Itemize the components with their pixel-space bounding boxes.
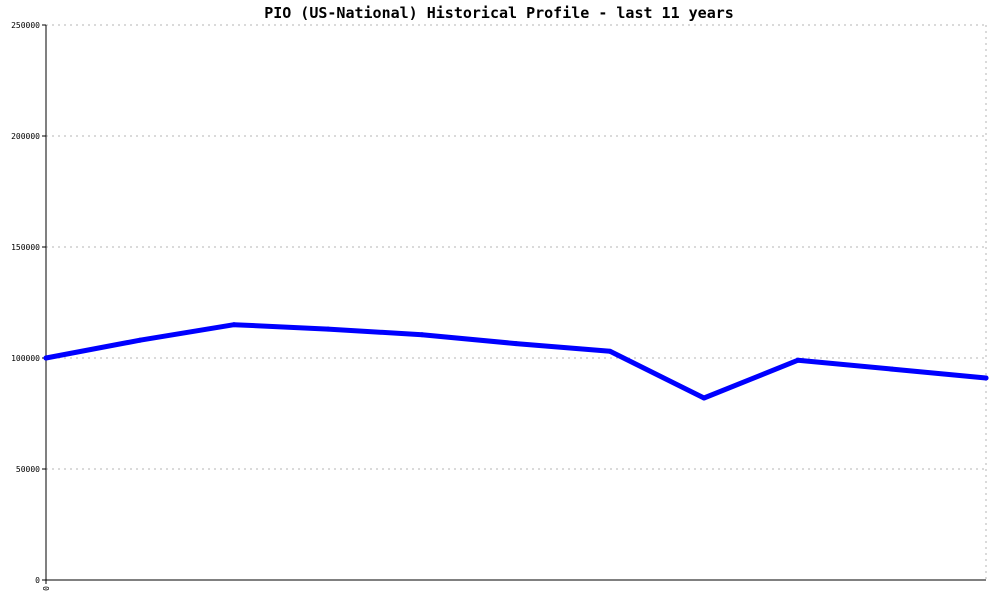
y-tick-label-5: 250000 <box>11 21 40 30</box>
data-point <box>795 357 801 363</box>
y-tick-label-0: 0 <box>35 576 40 585</box>
series-lines <box>43 322 989 401</box>
y-tick-label-1: 50000 <box>16 465 40 474</box>
data-point <box>231 322 237 328</box>
y-tick-labels: 0 50000 100000 150000 200000 250000 <box>11 21 40 585</box>
data-point <box>701 395 707 401</box>
x-tick-labels: 0 <box>42 586 51 591</box>
data-point <box>43 355 49 361</box>
data-point <box>325 326 331 332</box>
data-point <box>513 341 519 347</box>
data-point <box>419 332 425 338</box>
gridlines <box>46 24 987 580</box>
data-point <box>983 375 989 381</box>
x-tick-label-0: 0 <box>42 586 51 591</box>
data-point <box>889 366 895 372</box>
chart-title: PIO (US-National) Historical Profile - l… <box>264 4 734 22</box>
y-tick-label-2: 100000 <box>11 354 40 363</box>
data-point <box>607 348 613 354</box>
y-tick-label-4: 200000 <box>11 132 40 141</box>
data-point <box>137 337 143 343</box>
axes <box>42 24 986 584</box>
y-tick-label-3: 150000 <box>11 243 40 252</box>
series-line-0 <box>43 322 989 401</box>
